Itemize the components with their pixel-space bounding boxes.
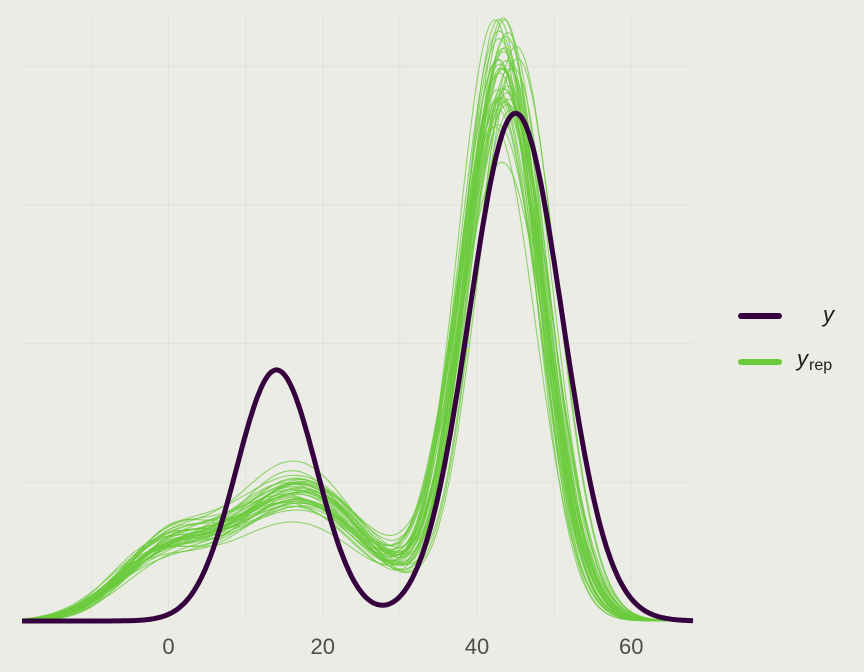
yrep-draw-line-38 [21, 98, 693, 622]
grid-lines [22, 14, 693, 621]
x-tick-label: 20 [311, 634, 335, 659]
y-series [21, 110, 694, 624]
yrep-draw-line-34 [21, 97, 693, 622]
yrep-draw-line-36 [21, 38, 693, 622]
legend-label-yrep: yrep [795, 346, 832, 374]
yrep-draw-line-35 [21, 96, 693, 622]
x-tick-label: 60 [619, 634, 643, 659]
legend: y yrep [738, 302, 836, 374]
yrep-series [21, 17, 693, 622]
y-density-line [21, 110, 694, 624]
legend-label-y: y [821, 302, 836, 327]
x-tick-label: 40 [465, 634, 489, 659]
yrep-draw-line-33 [21, 51, 693, 622]
yrep-draw-line-39 [21, 72, 693, 622]
x-tick-label: 0 [162, 634, 174, 659]
x-axis: 0 20 40 60 [162, 634, 643, 659]
